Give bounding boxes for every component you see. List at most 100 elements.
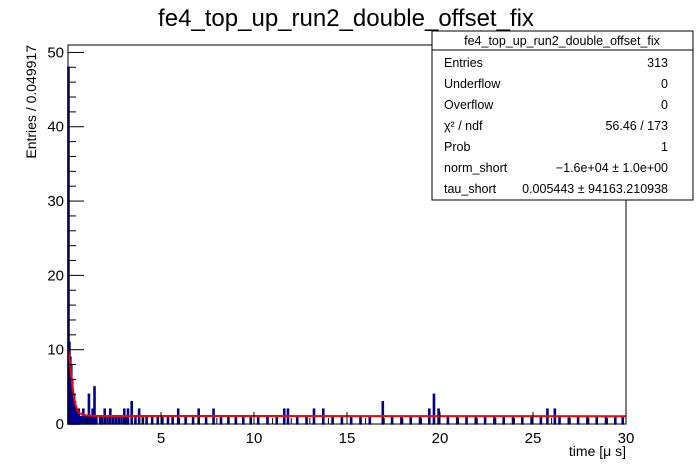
histogram-bar [98,415,102,425]
y-tick-label: 50 [47,44,64,61]
histogram-bar [266,415,269,425]
histogram-bar [78,415,81,425]
histogram-bar [586,415,589,425]
histogram-bar [117,415,120,425]
histogram-bar [184,415,187,425]
y-tick-label: 40 [47,119,64,136]
x-tick-label: 10 [246,430,263,447]
histogram-bar [87,393,91,425]
histogram-bar [409,415,413,425]
histogram-bar [249,415,253,425]
histogram-bar [567,415,571,425]
x-axis-ticks: 5 10 15 20 25 30 [67,412,635,447]
histogram-bar [95,415,98,425]
x-tick-label: 30 [618,430,635,447]
stats-row-value: 313 [647,56,668,70]
histogram-bar [145,415,148,425]
histogram-bar [166,415,170,425]
stats-row-value: 0.005443 ± 94163.210938 [522,182,668,196]
stats-row-label: Overflow [444,98,494,112]
histogram-bar [621,415,625,425]
histogram-bar [595,415,599,425]
y-axis-label: Entries / 0.049917 [23,45,39,159]
stats-row-label: Entries [444,56,483,70]
histogram-bar [368,415,372,425]
histogram-bar [275,415,279,425]
histogram-bar [455,415,459,425]
x-tick-label: 25 [525,430,542,447]
histogram-bar [530,415,533,425]
histogram-bar [502,415,506,425]
histogram-bar [331,415,334,425]
histogram-bar [93,386,96,425]
stats-row-value: 0 [661,77,668,91]
histogram-bar [111,415,115,425]
histogram-bar [511,415,515,425]
histogram-bar [171,415,174,425]
histogram-bar [161,415,164,425]
histogram-bar [89,415,93,425]
histogram-bar [219,415,223,425]
histogram-bar [242,415,245,425]
x-tick-label: 20 [432,430,449,447]
histogram-bar [82,408,85,425]
histogram-bar [432,393,436,425]
histogram-bar [305,415,308,425]
y-tick-label: 0 [56,416,64,433]
histogram-bar [493,415,496,425]
stats-row-label: tau_short [444,182,497,196]
histogram-bar [521,415,524,425]
histogram-bar [400,415,403,425]
stats-box: fe4_top_up_run2_double_offset_fix Entrie… [431,30,694,201]
histogram-bar [614,415,617,425]
histogram-bar [539,415,543,425]
stats-row-value: −1.6e+04 ± 1.0e+00 [556,161,668,175]
y-axis-ticks: 0 10 20 30 40 50 [47,44,84,433]
stats-box-frame [431,30,694,201]
stats-box-header: fe4_top_up_run2_double_offset_fix [464,34,661,48]
stats-row-value: 56.46 / 173 [605,119,668,133]
stats-row-label: norm_short [444,161,508,175]
histogram-bar [150,415,154,425]
histogram-bar [156,415,160,425]
histogram-bar [418,415,422,425]
histogram-bar [359,415,362,425]
stats-row-label: Prob [444,140,470,154]
histogram-bar [100,415,104,425]
histogram-bar [204,415,208,425]
histogram-bar [120,415,123,425]
histogram-bar [340,415,344,425]
y-tick-label: 30 [47,193,64,210]
histogram-bar [134,415,137,425]
histogram-bar [295,415,299,425]
histogram-bar [124,415,128,425]
histogram-bar [604,415,608,425]
histogram-bar [483,415,487,425]
histogram-bar [349,415,353,425]
histogram-bar [191,415,195,425]
x-tick-label: 5 [157,430,165,447]
histogram-bar [227,415,230,425]
histogram-bar [390,415,394,425]
histogram-bar [83,415,87,425]
stats-row-value: 0 [661,98,668,112]
histogram-bar [576,415,580,425]
histogram-bar [465,415,468,425]
stats-rows: Entries 313 Underflow 0 Overflow 0 χ² / ndf 56.… [444,56,668,196]
stats-row-label: Underflow [444,77,501,91]
x-tick-label: 15 [339,430,356,447]
x-axis-label: time [μ s] [569,443,626,459]
y-tick-label: 10 [47,342,64,359]
histogram-bar [106,415,109,425]
histogram-bar [114,415,118,425]
histogram-bar [256,415,260,425]
histogram-bar [558,415,561,425]
stats-row-value: 1 [661,140,668,154]
histogram-bar [381,401,385,425]
histogram-bar [80,415,83,425]
histogram-bar [130,401,134,425]
y-tick-label: 20 [47,267,64,284]
stats-row-label: χ² / ndf [444,119,483,133]
fit-curve [67,349,627,418]
